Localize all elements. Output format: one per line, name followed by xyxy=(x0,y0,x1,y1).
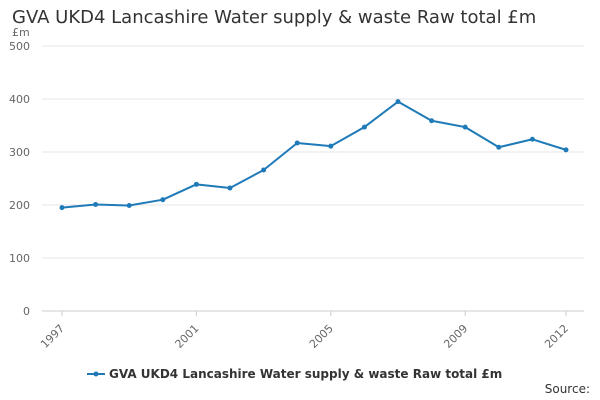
x-tick-label: 1997 xyxy=(38,322,67,351)
data-point[interactable] xyxy=(462,124,468,130)
chart-title: GVA UKD4 Lancashire Water supply & waste… xyxy=(12,7,537,28)
data-point[interactable] xyxy=(395,99,401,105)
x-tick-label: 2009 xyxy=(441,322,470,351)
data-series xyxy=(59,99,569,211)
data-point[interactable] xyxy=(261,167,267,173)
legend-point-marker xyxy=(93,371,99,377)
data-point[interactable] xyxy=(93,201,99,207)
data-point[interactable] xyxy=(328,143,334,149)
data-point[interactable] xyxy=(429,118,435,124)
source-label: Source: xyxy=(544,382,590,396)
data-point[interactable] xyxy=(294,140,300,146)
data-point[interactable] xyxy=(496,144,502,150)
data-point[interactable] xyxy=(193,181,199,187)
data-point[interactable] xyxy=(126,203,132,209)
x-tick-label: 2005 xyxy=(307,322,336,351)
data-point[interactable] xyxy=(227,185,233,191)
y-tick-label: 100 xyxy=(9,252,30,265)
y-tick-label: 300 xyxy=(9,146,30,159)
y-tick-label: 400 xyxy=(9,93,30,106)
legend-label: GVA UKD4 Lancashire Water supply & waste… xyxy=(109,367,502,381)
data-point[interactable] xyxy=(529,136,535,142)
y-axis-unit-label: £m xyxy=(12,26,30,39)
series-line xyxy=(61,100,567,209)
x-tick-label: 2001 xyxy=(173,322,202,351)
data-point[interactable] xyxy=(361,124,367,130)
y-tick-label: 500 xyxy=(9,40,30,53)
axes: 0 100 200 300 400 500 1997 2001 2005 2009 2012 xyxy=(9,40,584,351)
x-tick-label: 2012 xyxy=(542,322,571,351)
data-point[interactable] xyxy=(563,147,569,153)
grid-lines xyxy=(42,45,584,259)
data-point[interactable] xyxy=(59,205,65,211)
y-tick-label: 200 xyxy=(9,199,30,212)
data-point[interactable] xyxy=(160,197,166,203)
y-tick-label: 0 xyxy=(23,305,30,318)
legend[interactable]: GVA UKD4 Lancashire Water supply & waste… xyxy=(87,367,502,381)
